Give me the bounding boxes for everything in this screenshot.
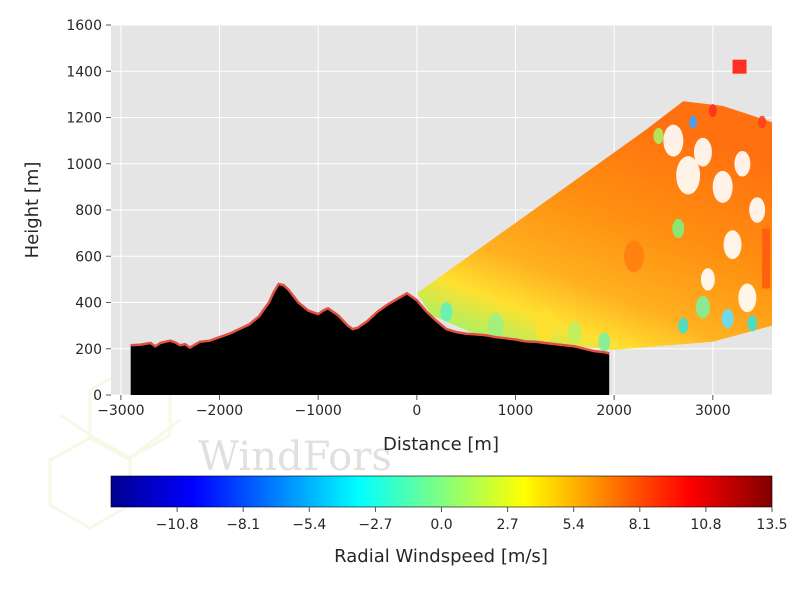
x-tick-label: −3000	[97, 403, 144, 419]
x-tick-label: 2000	[596, 403, 632, 419]
y-axis-label: Height [m]	[22, 162, 43, 259]
colorbar-tick-label: −10.8	[156, 517, 199, 533]
windspeed-cell	[689, 115, 698, 129]
windspeed-cell	[732, 59, 747, 74]
y-tick-label: 400	[75, 296, 102, 312]
x-tick-label: 1000	[498, 403, 534, 419]
y-tick-label: 1000	[66, 157, 102, 173]
y-tick-label: 1400	[66, 64, 102, 80]
windspeed-cell	[762, 228, 771, 289]
windspeed-cell	[738, 283, 757, 313]
windspeed-cell	[749, 197, 766, 223]
colorbar	[110, 475, 773, 508]
colorbar-tick-label: −2.7	[358, 517, 392, 533]
colorbar-tick-label: 0.0	[430, 517, 452, 533]
x-tick-label: 0	[412, 403, 421, 419]
colorbar-label: Radial Windspeed [m/s]	[334, 546, 548, 567]
windspeed-cell	[695, 295, 710, 319]
windspeed-cell	[700, 268, 715, 291]
colorbar-tick-label: 8.1	[629, 517, 651, 533]
colorbar-tick-label: −5.4	[292, 517, 326, 533]
x-tick-label: 3000	[695, 403, 731, 419]
watermark: WindFors	[48, 366, 392, 530]
windspeed-texture	[440, 59, 771, 352]
windspeed-cell	[623, 240, 644, 273]
windspeed-cell	[758, 115, 767, 129]
y-tick-label: 200	[75, 342, 102, 358]
terrain-outline	[130, 282, 610, 355]
y-tick-label: 1200	[66, 111, 102, 127]
colorbar-tick-label: 2.7	[496, 517, 518, 533]
colorbar-ticks: −10.8 −8.1 −5.4 −2.7 0.0 2.7 5.4 8.1 10.8 13.5	[156, 507, 788, 533]
windspeed-cell	[747, 315, 758, 332]
windspeed-cell	[708, 104, 717, 117]
x-tick-label: −1000	[294, 403, 341, 419]
y-tick-label: 1600	[66, 18, 102, 34]
terrain-fill	[130, 284, 610, 395]
windspeed-cell	[653, 128, 664, 144]
windspeed-cell	[712, 170, 733, 203]
colorbar-tick-label: 5.4	[563, 517, 585, 533]
windspeed-cell	[693, 137, 712, 167]
y-tick-label: 800	[75, 203, 102, 219]
windspeed-cell	[678, 317, 689, 334]
y-axis-ticks: 0 200 400 600 800 1000 1200 1400 1600	[66, 18, 111, 404]
x-tick-label: −2000	[196, 403, 243, 419]
x-axis-ticks: −3000 −2000 −1000 0 1000 2000 3000	[97, 395, 731, 419]
windspeed-cell	[440, 302, 453, 322]
windspeed-cell	[487, 312, 504, 339]
windspeed-cell	[676, 156, 701, 195]
colorbar-tick-label: −8.1	[226, 517, 260, 533]
windspeed-cell	[723, 230, 742, 260]
windspeed-cell	[598, 332, 611, 352]
windspeed-cell	[672, 218, 685, 239]
y-tick-label: 600	[75, 249, 102, 265]
watermark-text: WindFors	[198, 434, 392, 480]
windspeed-cell	[734, 150, 751, 177]
windspeed-cell	[663, 124, 684, 157]
y-tick-label: 0	[93, 388, 102, 404]
windspeed-cell	[567, 321, 582, 344]
windspeed-cell	[535, 309, 556, 342]
colorbar-tick-label: 10.8	[690, 517, 721, 533]
colorbar-tick-label: 13.5	[756, 517, 787, 533]
x-axis-label: Distance [m]	[383, 434, 499, 455]
windspeed-cell	[721, 309, 734, 329]
